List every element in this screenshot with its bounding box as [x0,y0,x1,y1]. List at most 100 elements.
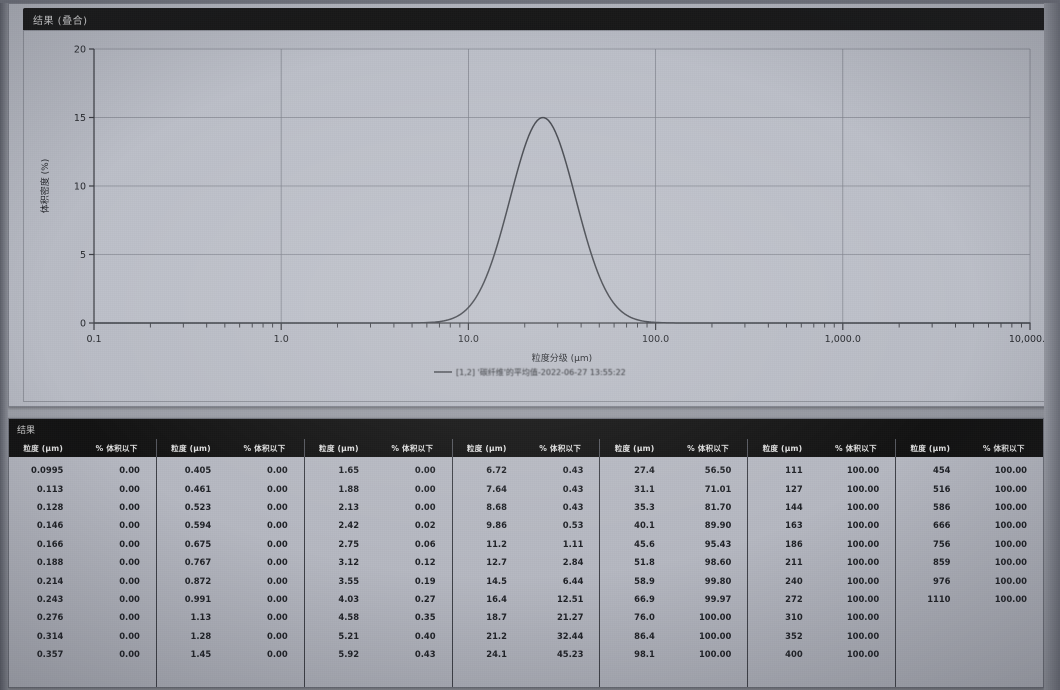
table-row[interactable]: 0.146 0.00 [9,516,156,534]
cell-percent-below: 100.00 [698,630,732,641]
table-row[interactable]: 2.13 0.00 [305,498,452,516]
legend-label: [1,2] '碳纤维'的平均值-2022-06-27 13:55:22 [456,367,626,377]
results-table[interactable]: 0.0995 0.00 0.113 0.00 0.128 0.00 0.146 0.00 0.1… [9,457,1043,687]
table-row[interactable]: 11.2 1.11 [453,535,600,553]
table-row[interactable]: 66.9 99.97 [600,590,747,608]
table-row[interactable]: 211 100.00 [748,553,895,571]
table-row[interactable]: 0.276 0.00 [9,608,156,626]
cell-percent-below: 0.43 [414,649,436,660]
cell-particle-size: 0.214 [36,575,64,586]
table-row[interactable]: 0.523 0.00 [157,498,304,516]
cell-percent-below: 100.00 [994,593,1028,604]
cell-particle-size: 516 [933,483,951,494]
table-row[interactable]: 1.28 0.00 [157,627,304,645]
table-row[interactable]: 127 100.00 [748,479,895,497]
table-row[interactable]: 1110 100.00 [896,590,1043,608]
table-row[interactable]: 1.45 0.00 [157,645,304,663]
table-row[interactable]: 5.21 0.40 [305,627,452,645]
table-row[interactable]: 0.872 0.00 [157,571,304,589]
table-row[interactable]: 9.86 0.53 [453,516,600,534]
table-row[interactable]: 1.13 0.00 [157,608,304,626]
table-row[interactable]: 86.4 100.00 [600,627,747,645]
table-row[interactable]: 516 100.00 [896,479,1043,497]
table-row[interactable]: 859 100.00 [896,553,1043,571]
cell-percent-below: 0.00 [119,593,140,604]
distribution-curve[interactable] [93,116,1031,324]
table-row[interactable]: 5.92 0.43 [305,645,452,663]
cell-particle-size: 12.7 [486,557,507,568]
table-row[interactable]: 40.1 89.90 [600,516,747,534]
cell-percent-below: 0.35 [414,612,436,623]
table-row[interactable]: 0.214 0.00 [9,571,156,589]
cell-percent-below: 100.00 [994,575,1028,586]
table-row[interactable]: 7.64 0.43 [453,479,600,497]
table-row[interactable]: 6.72 0.43 [453,461,600,479]
table-row[interactable]: 58.9 99.80 [600,571,747,589]
table-row[interactable]: 0.243 0.00 [9,590,156,608]
table-row[interactable]: 454 100.00 [896,461,1043,479]
table-row[interactable]: 272 100.00 [748,590,895,608]
cell-percent-below: 0.00 [267,520,288,531]
cell-percent-below: 0.00 [267,483,288,494]
table-row[interactable]: 12.7 2.84 [453,553,600,571]
table-row[interactable]: 240 100.00 [748,571,895,589]
table-row[interactable]: 51.8 98.60 [600,553,747,571]
table-row[interactable]: 756 100.00 [896,535,1043,553]
particle-size-distribution-chart[interactable]: 0 5 10 15 20 体积密度 (%) 0.1 1.0 10.0 100.0 1,000.0 10… [24,31,1044,401]
page-edge-right [1044,0,1060,690]
table-row[interactable]: 586 100.00 [896,498,1043,516]
table-row[interactable]: 2.75 0.06 [305,535,452,553]
table-row[interactable]: 4.58 0.35 [305,608,452,626]
table-row[interactable]: 0.188 0.00 [9,553,156,571]
table-row[interactable]: 1.88 0.00 [305,479,452,497]
table-row[interactable]: 400 100.00 [748,645,895,663]
cell-particle-size: 859 [933,557,951,568]
table-row[interactable]: 144 100.00 [748,498,895,516]
table-row[interactable]: 14.5 6.44 [453,571,600,589]
table-row[interactable]: 1.65 0.00 [305,461,452,479]
table-row[interactable]: 0.314 0.00 [9,627,156,645]
table-row[interactable]: 310 100.00 [748,608,895,626]
table-row[interactable]: 27.4 56.50 [600,461,747,479]
table-row[interactable]: 8.68 0.43 [453,498,600,516]
table-row[interactable]: 0.461 0.00 [157,479,304,497]
table-row[interactable]: 352 100.00 [748,627,895,645]
table-row[interactable]: 3.55 0.19 [305,571,452,589]
table-row[interactable]: 0.594 0.00 [157,516,304,534]
table-row[interactable]: 18.7 21.27 [453,608,600,626]
table-row[interactable]: 976 100.00 [896,571,1043,589]
table-row[interactable]: 186 100.00 [748,535,895,553]
table-row[interactable]: 163 100.00 [748,516,895,534]
table-row[interactable]: 31.1 71.01 [600,479,747,497]
table-row[interactable]: 16.4 12.51 [453,590,600,608]
y-axis-tick-label: 5 [80,250,86,261]
table-row[interactable]: 0.675 0.00 [157,535,304,553]
table-row[interactable]: 0.113 0.00 [9,479,156,497]
column-header-percent-below: % 体积以下 [391,443,434,453]
table-row[interactable]: 21.2 32.44 [453,627,600,645]
table-row[interactable]: 4.03 0.27 [305,590,452,608]
table-row[interactable]: 45.6 95.43 [600,535,747,553]
table-row[interactable]: 0.357 0.00 [9,645,156,663]
table-row[interactable]: 76.0 100.00 [600,608,747,626]
cell-percent-below: 95.43 [704,538,732,549]
table-row[interactable]: 0.405 0.00 [157,461,304,479]
chart-plot-container[interactable]: 0 5 10 15 20 体积密度 (%) 0.1 1.0 10.0 100.0 1,000.0 10… [23,30,1045,402]
table-row[interactable]: 24.1 45.23 [453,645,600,663]
table-row[interactable]: 0.991 0.00 [157,590,304,608]
cell-particle-size: 352 [785,630,803,641]
table-row[interactable]: 0.767 0.00 [157,553,304,571]
table-row[interactable]: 2.42 0.02 [305,516,452,534]
table-row[interactable]: 98.1 100.00 [600,645,747,663]
table-row[interactable]: 0.128 0.00 [9,498,156,516]
table-row[interactable]: 0.0995 0.00 [9,461,156,479]
cell-percent-below: 0.00 [119,538,140,549]
table-row[interactable]: 666 100.00 [896,516,1043,534]
table-row[interactable]: 3.12 0.12 [305,553,452,571]
table-row[interactable]: 35.3 81.70 [600,498,747,516]
cell-particle-size: 66.9 [634,593,655,604]
cell-particle-size: 0.166 [36,538,64,549]
table-row[interactable]: 0.166 0.00 [9,535,156,553]
table-row[interactable]: 111 100.00 [748,461,895,479]
